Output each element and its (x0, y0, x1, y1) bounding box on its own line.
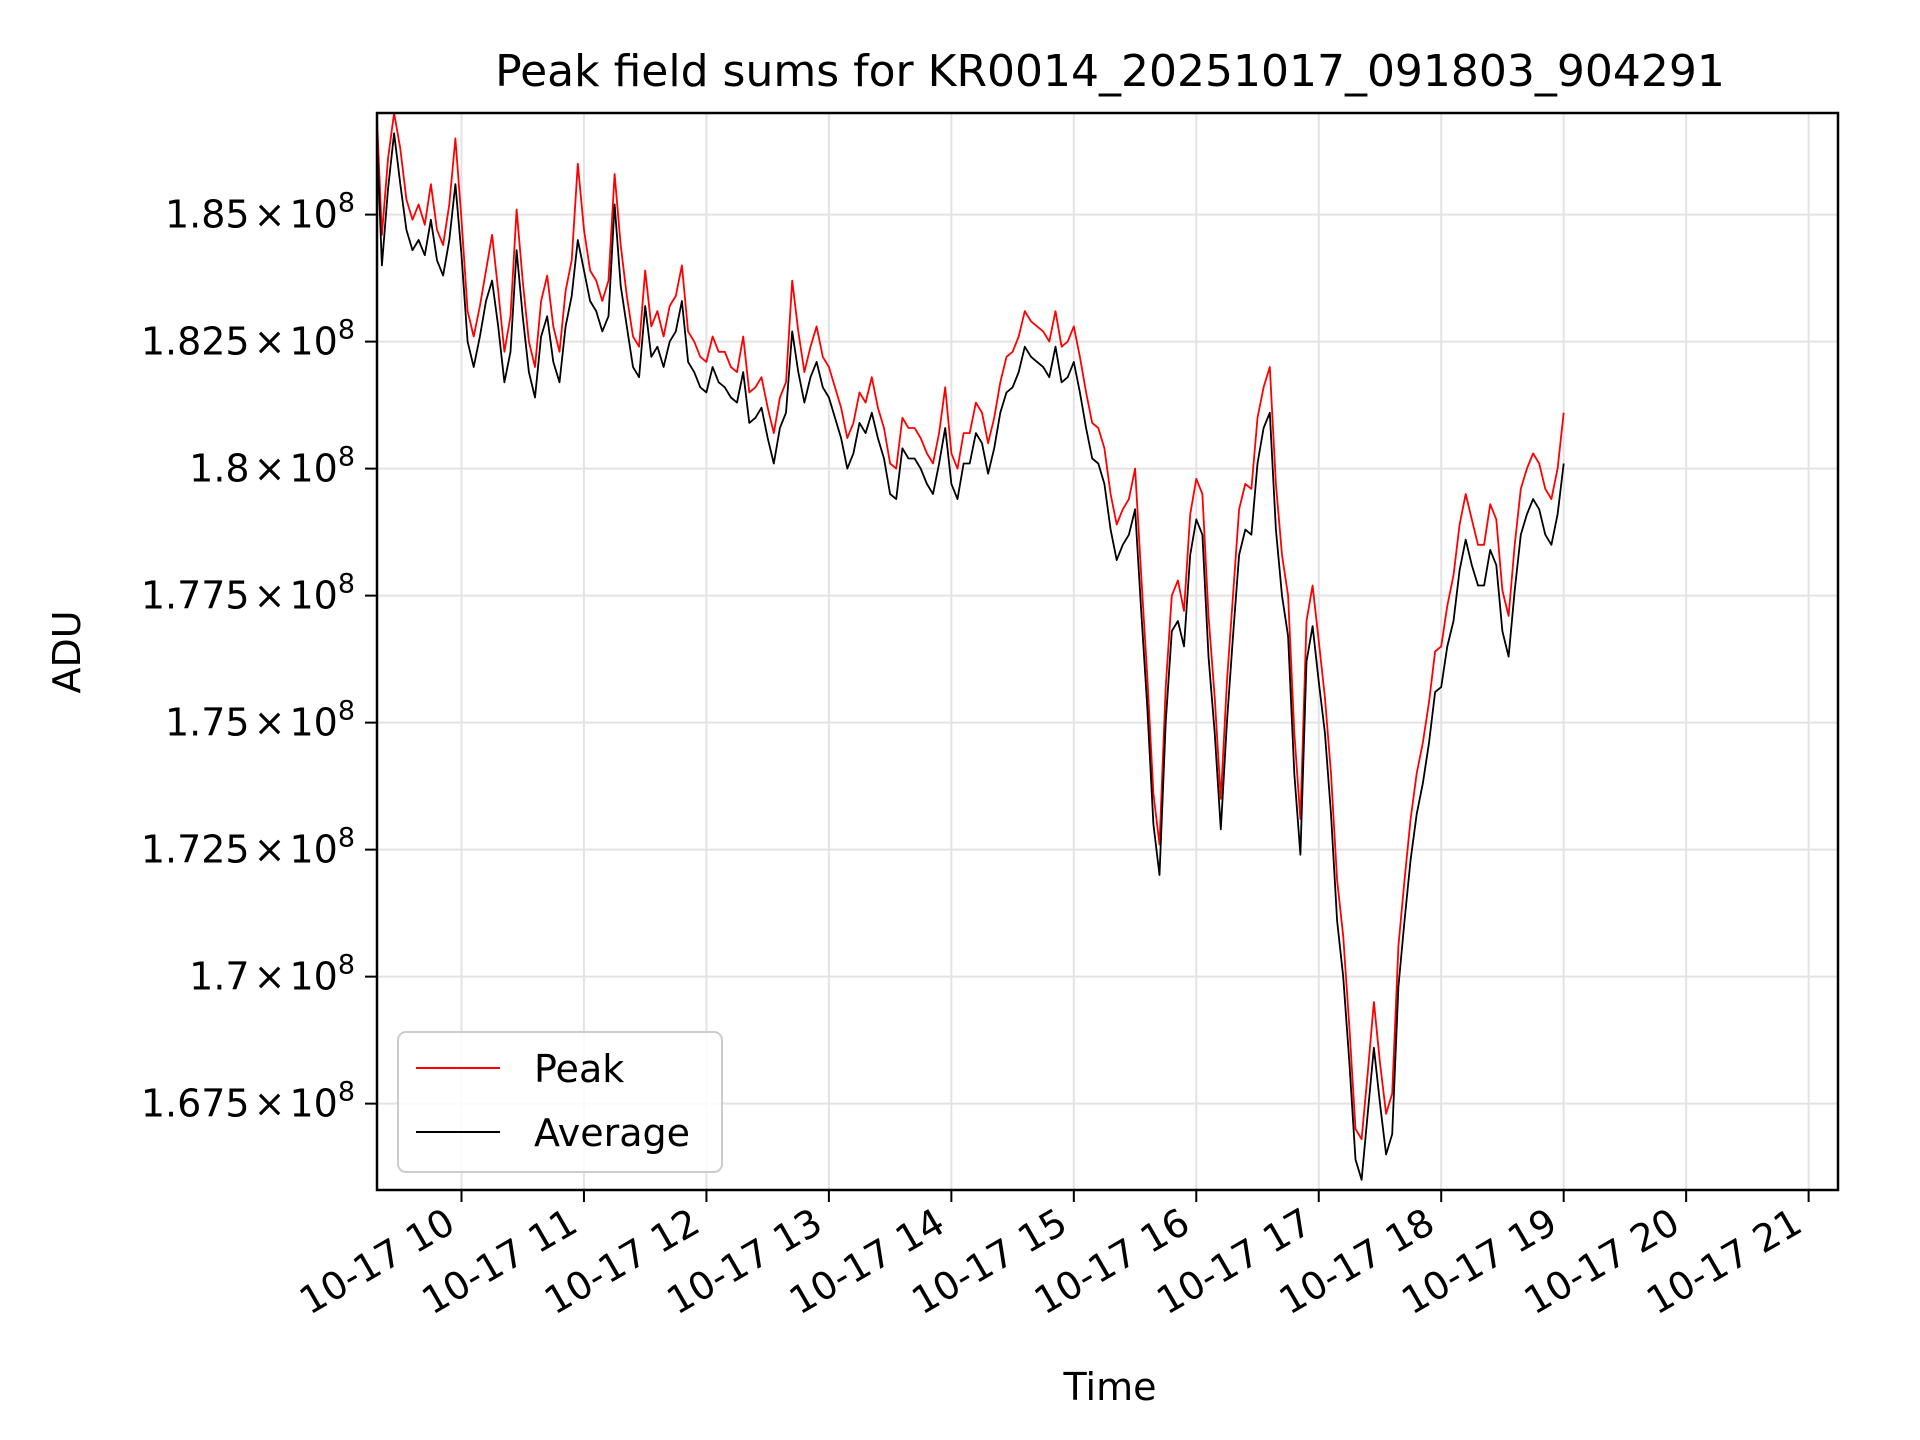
grid (377, 113, 1838, 1190)
y-tick-label: 1.75 × 108 (165, 696, 355, 745)
series-line-peak (377, 113, 1565, 1141)
y-tick-exponent: 8 (338, 1077, 355, 1108)
y-tick-exponent: 8 (338, 315, 355, 346)
y-tick-base: 10 (289, 574, 337, 618)
y-tick-label: 1.675 × 108 (141, 1077, 355, 1126)
y-tick-mantissa: 1.7 (189, 955, 249, 999)
y-tick-base: 10 (289, 828, 337, 872)
y-tick-exponent: 8 (338, 823, 355, 854)
y-tick-exponent: 8 (338, 188, 355, 219)
x-axis-label: Time (1063, 1365, 1157, 1409)
y-tick-times: × (254, 1082, 286, 1126)
legend-average-label: Average (534, 1111, 690, 1155)
y-tick-mantissa: 1.825 (141, 320, 250, 364)
y-tick-exponent: 8 (338, 696, 355, 727)
y-tick-exponent: 8 (338, 950, 355, 981)
legend-peak-label: Peak (534, 1047, 624, 1091)
y-tick-label: 1.825 × 108 (141, 315, 355, 364)
chart-title: Peak field sums for KR0014_20251017_0918… (495, 46, 1725, 97)
y-tick-mantissa: 1.675 (141, 1082, 250, 1126)
y-tick-times: × (254, 574, 286, 618)
series-layer (377, 113, 1565, 1181)
y-axis-label: ADU (45, 610, 89, 693)
legend: Peak Average (397, 1031, 723, 1173)
y-tick-base: 10 (289, 701, 337, 745)
y-tick-mantissa: 1.8 (189, 447, 249, 491)
y-tick-times: × (254, 701, 286, 745)
y-tick-label: 1.775 × 108 (141, 569, 355, 618)
plot-frame (375, 111, 1840, 1192)
y-tick-label: 1.8 × 108 (189, 442, 355, 491)
y-tick-base: 10 (289, 193, 337, 237)
y-tick-times: × (254, 447, 286, 491)
y-tick-label: 1.7 × 108 (189, 950, 355, 999)
y-tick-base: 10 (289, 320, 337, 364)
y-tick-base: 10 (289, 955, 337, 999)
y-tick-times: × (254, 193, 286, 237)
y-tick-mantissa: 1.775 (141, 574, 250, 618)
series-line-average (377, 132, 1565, 1181)
y-tick-exponent: 8 (338, 442, 355, 473)
y-tick-base: 10 (289, 1082, 337, 1126)
y-tick-exponent: 8 (338, 569, 355, 600)
y-tick-label: 1.725 × 108 (141, 823, 355, 872)
y-tick-label: 1.85 × 108 (165, 188, 355, 237)
y-tick-times: × (254, 320, 286, 364)
y-tick-times: × (254, 955, 286, 999)
y-tick-mantissa: 1.75 (165, 701, 250, 745)
y-tick-mantissa: 1.85 (165, 193, 250, 237)
y-tick-base: 10 (289, 447, 337, 491)
y-tick-times: × (254, 828, 286, 872)
y-tick-mantissa: 1.725 (141, 828, 250, 872)
